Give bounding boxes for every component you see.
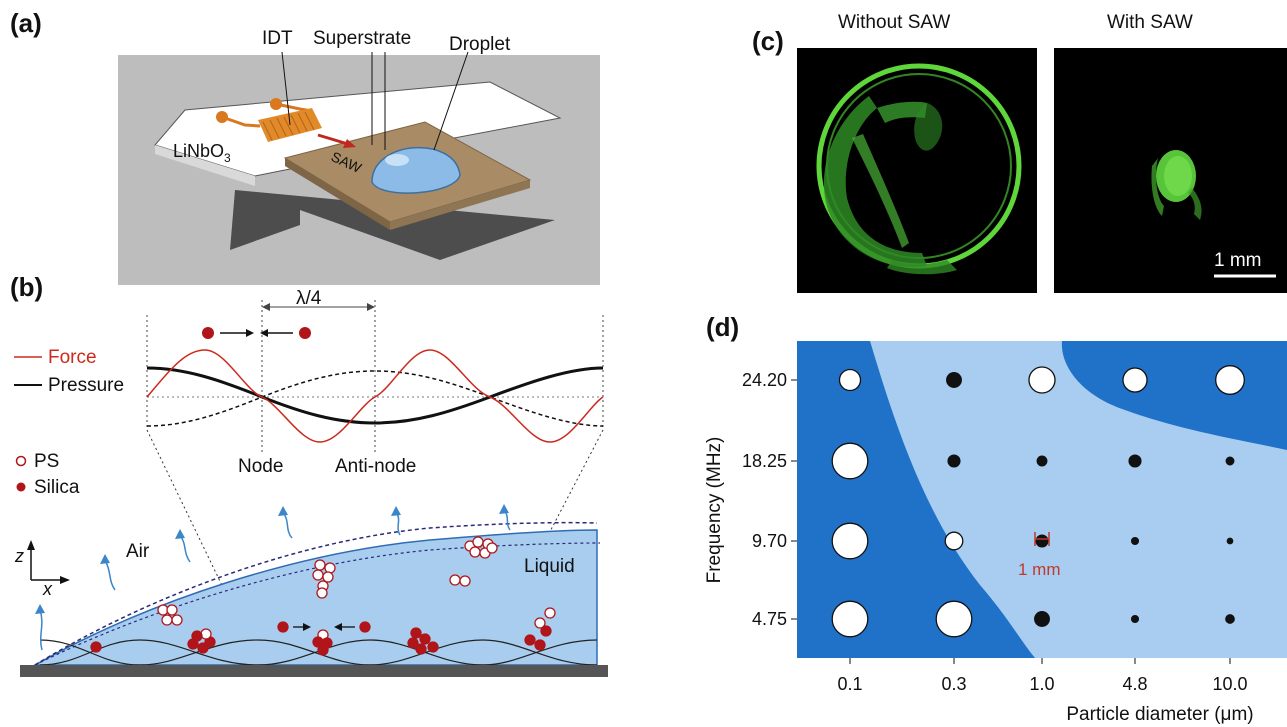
substrate-edge [155,145,255,186]
panel-d-label: (d) [706,312,740,342]
with-saw-image: 1 mm [1054,48,1287,293]
data-point-0.1-24.20 [838,368,862,392]
x-tick-label: 1.0 [1029,674,1054,694]
antinode-label: Anti-node [335,456,416,477]
panel-a-label: (a) [10,8,42,38]
scale-bar-label: 1 mm [1214,250,1262,271]
substrate-bar [20,665,608,677]
y-tick-label: 18.25 [742,451,787,471]
legend-force: Force [48,347,97,368]
liquid-body [32,529,598,666]
d-scale-indicator: 1 mm [1018,532,1061,579]
data-point-4.8-9.70 [1130,536,1140,546]
data-point-4.8-4.75 [1130,614,1140,624]
particle-clusters [90,536,556,656]
data-point-0.3-18.25 [947,454,961,468]
legend-silica: Silica [34,477,80,498]
data-point-0.1-4.75 [831,600,869,638]
panel-b-diagram: λ/4 Force Pressure PS Silica Node Anti-n… [14,290,608,677]
panel-a-schematic: IDT Superstrate Droplet LiNbO3 SAW [118,28,600,285]
droplet-label: Droplet [449,34,511,55]
legend-pressure: Pressure [48,375,124,396]
x-ticks-group: 0.1 0.3 1.0 4.8 10.0 [837,658,1248,694]
with-saw-caption: With SAW [1107,12,1193,33]
without-saw-caption: Without SAW [838,12,951,33]
data-point-1.0-4.75 [1034,611,1050,627]
lambda-label: λ/4 [296,290,322,309]
y-ticks-group: 4.75 9.70 18.25 24.20 [742,370,797,629]
panel-d-chart: 4.75 9.70 18.25 24.20 0.1 0.3 1.0 4.8 10.0 1 mm… [704,341,1287,725]
legend-ps: PS [34,451,59,472]
d-scale-label: 1 mm [1018,560,1061,579]
panel-b-label: (b) [10,272,44,302]
air-label: Air [126,541,150,562]
pressure-wave [146,366,604,425]
data-point-10.0-9.70 [1226,537,1234,545]
data-point-0.1-18.25 [831,442,869,480]
x-tick-label: 10.0 [1212,674,1247,694]
data-point-0.1-9.70 [831,522,869,560]
x-tick-label: 0.1 [837,674,862,694]
x-tick-label: 0.3 [941,674,966,694]
x-axis-label: x [42,579,53,599]
data-point-0.3-4.75 [935,600,973,638]
pressure-wave-dashed [146,370,604,427]
data-point-10.0-4.75 [1225,614,1235,624]
force-wave [146,349,604,443]
data-point-4.8-18.25 [1128,454,1142,468]
d-marks-group [831,365,1245,638]
without-saw-image [797,48,1037,293]
superstrate-label: Superstrate [313,28,411,49]
data-point-10.0-18.25 [1225,456,1235,466]
panel-c-label: (c) [752,26,784,56]
idt-label: IDT [262,28,293,49]
x-tick-label: 4.8 [1122,674,1147,694]
data-point-4.8-24.20 [1122,367,1148,393]
data-point-1.0-9.70 [1035,534,1049,548]
z-axis-label: z [14,546,24,566]
data-point-10.0-24.20 [1215,365,1245,395]
data-point-0.3-24.20 [946,372,962,388]
liquid-label: Liquid [524,556,575,577]
substrate-label: LiNbO3 [173,141,231,165]
streaming-arrows [39,509,511,651]
x-axis-title: Particle diameter (μm) [1066,704,1253,725]
data-point-1.0-24.20 [1028,366,1056,394]
y-tick-label: 24.20 [742,370,787,390]
y-tick-label: 9.70 [752,531,787,551]
node-label: Node [238,456,283,477]
data-point-0.3-9.70 [944,531,964,551]
y-tick-label: 4.75 [752,609,787,629]
light-region [870,341,1287,658]
saw-arrow [317,133,349,146]
y-axis-title: Frequency (MHz) [704,437,725,584]
data-point-1.0-18.25 [1036,455,1048,467]
